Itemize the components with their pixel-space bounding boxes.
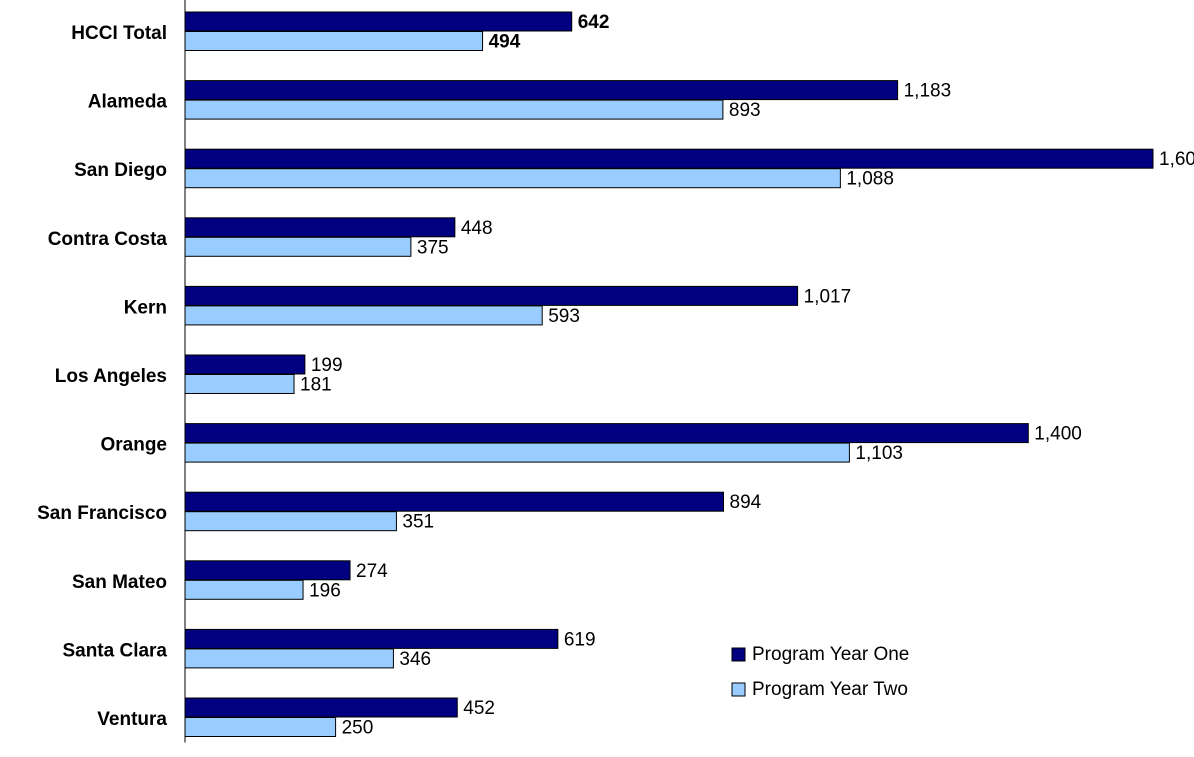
- data-label: 351: [402, 512, 434, 533]
- data-label: 1,088: [846, 169, 894, 190]
- data-label: 619: [564, 629, 596, 650]
- bar: [184, 11, 573, 32]
- category-label: San Francisco: [37, 503, 167, 524]
- bar: [184, 648, 394, 669]
- bar: [184, 148, 1154, 169]
- bar: [184, 374, 295, 394]
- data-label: 1,400: [1034, 424, 1082, 445]
- category-label: Alameda: [88, 92, 168, 113]
- bar: [184, 491, 725, 512]
- category-label: San Mateo: [72, 572, 167, 593]
- data-label: 894: [730, 492, 762, 513]
- bar: [184, 423, 1029, 444]
- bar: [184, 628, 559, 649]
- data-label: 181: [300, 375, 332, 396]
- data-label: 196: [309, 580, 341, 601]
- category-label: San Diego: [74, 160, 167, 181]
- data-label: 1,103: [855, 443, 903, 464]
- data-label: 448: [461, 218, 493, 239]
- bar: [184, 236, 412, 257]
- category-label: Contra Costa: [48, 229, 168, 250]
- data-label: 199: [311, 355, 343, 376]
- bar: [184, 31, 484, 51]
- data-label: 593: [548, 306, 580, 327]
- bar: [184, 511, 397, 532]
- bar: [184, 697, 458, 718]
- bar: [184, 80, 899, 101]
- data-label: 494: [489, 32, 521, 53]
- category-label: Orange: [100, 435, 167, 456]
- data-label: 893: [729, 100, 761, 121]
- data-label: 250: [342, 718, 374, 739]
- legend: Program Year One Program Year Two: [731, 644, 909, 700]
- legend-label: Program Year One: [752, 644, 909, 665]
- data-label: 1,183: [904, 81, 952, 102]
- bar: [184, 305, 543, 326]
- bar: [184, 560, 351, 581]
- category-label: Ventura: [97, 709, 167, 730]
- category-label: Kern: [124, 297, 167, 318]
- bar: [184, 354, 306, 375]
- data-label: 1,607: [1159, 149, 1194, 170]
- bar: [184, 579, 304, 600]
- bar: [184, 442, 850, 463]
- category-label: HCCI Total: [71, 23, 167, 44]
- bar: [184, 717, 337, 737]
- legend-swatch: [731, 682, 746, 697]
- legend-label: Program Year Two: [752, 679, 908, 700]
- bars-group: HCCI Total 642 494 Alameda 1,183 893 San Diego…: [37, 11, 1194, 739]
- bar: [184, 99, 724, 120]
- data-label: 642: [578, 12, 610, 33]
- data-label: 375: [417, 237, 449, 258]
- data-label: 1,017: [804, 286, 852, 307]
- category-label: Los Angeles: [55, 366, 167, 387]
- category-label: Santa Clara: [62, 640, 167, 661]
- bar: [184, 168, 841, 189]
- legend-swatch: [731, 647, 746, 662]
- data-label: 346: [399, 649, 431, 670]
- bar: [184, 285, 799, 306]
- bar: [184, 217, 456, 238]
- data-label: 452: [463, 698, 495, 719]
- data-label: 274: [356, 561, 388, 582]
